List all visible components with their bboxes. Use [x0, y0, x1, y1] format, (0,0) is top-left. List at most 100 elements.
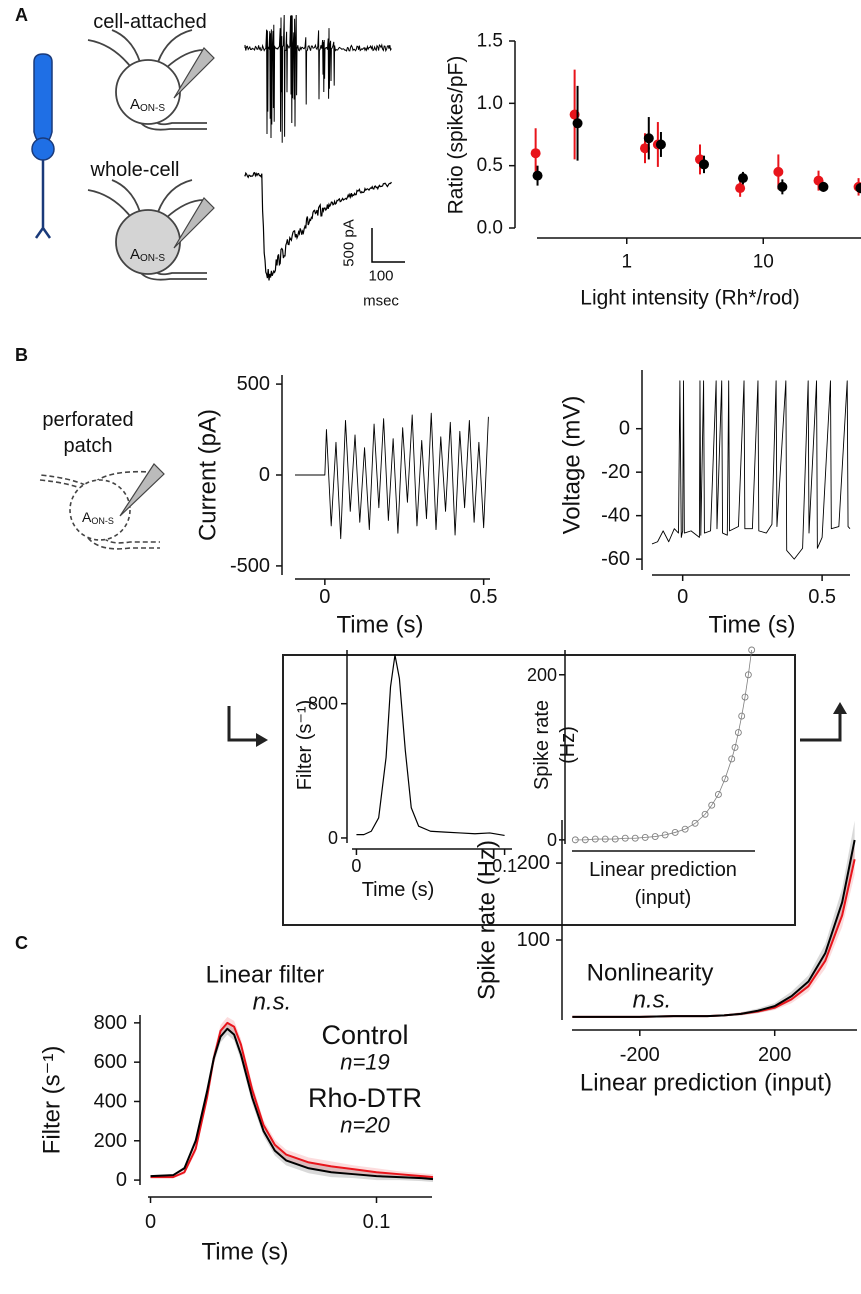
y-tick-label: 200 — [94, 1130, 127, 1152]
x-tick-label: 0 — [677, 586, 688, 608]
y-tick-label: 0 — [259, 464, 270, 486]
annotation: n.s. — [253, 989, 292, 1016]
point — [734, 729, 742, 737]
panel-label: C — [15, 933, 28, 953]
x-axis-label: Light intensity (Rh*/rod) — [580, 287, 799, 310]
pipette — [173, 197, 215, 249]
point — [708, 801, 716, 809]
spike-trace — [244, 14, 392, 143]
legend-n: n=19 — [340, 1050, 390, 1075]
cell-name-main: A — [130, 246, 140, 263]
y-axis-label: Filter (s⁻¹) — [294, 700, 316, 791]
point — [532, 170, 543, 181]
point — [728, 755, 736, 763]
x-axis-label: Time (s) — [201, 1239, 288, 1266]
point — [737, 173, 748, 184]
y-tick-label: -60 — [601, 548, 630, 570]
cell-name: AON-S — [130, 96, 165, 114]
chart-title: Linear filter — [206, 962, 325, 989]
cell-icon — [34, 160, 52, 239]
point — [611, 835, 619, 843]
y-tick-label: 0 — [328, 828, 338, 848]
y-axis-label: Spike rate — [531, 700, 553, 790]
line — [356, 654, 505, 837]
y-tick-label: 0.0 — [477, 218, 503, 239]
arrow-head — [256, 733, 268, 747]
y-axis-label: Spike rate (Hz) — [474, 840, 501, 1000]
x-tick-label: 0.5 — [470, 586, 498, 608]
line — [150, 1021, 434, 1179]
point — [855, 183, 861, 194]
cell-name-sub: ON-S — [91, 516, 114, 526]
line — [150, 1027, 434, 1181]
y-tick-label: 500 — [237, 373, 270, 395]
pipette — [119, 463, 165, 517]
x-axis-label: Linear prediction (input) — [580, 1070, 832, 1097]
line — [651, 380, 851, 560]
y-axis-label: Ratio (spikes/pF) — [445, 56, 468, 215]
cell-name-main: A — [82, 509, 92, 525]
y-tick-label: 600 — [94, 1051, 127, 1073]
x-tick-label: 0 — [351, 856, 361, 876]
y-axis-label: Filter (s⁻¹) — [39, 1046, 66, 1155]
point — [655, 139, 666, 150]
point — [639, 143, 650, 154]
point — [643, 133, 654, 144]
point — [571, 836, 579, 844]
y-axis-label: Voltage (mV) — [559, 396, 586, 535]
label: whole-cell — [90, 159, 180, 181]
fit-line — [575, 649, 753, 841]
point — [773, 166, 784, 177]
y-tick-label: 800 — [94, 1012, 127, 1034]
line — [572, 839, 856, 1018]
point — [601, 835, 609, 843]
x-tick-label: 0.1 — [363, 1211, 391, 1233]
point — [748, 646, 756, 654]
cell-body — [115, 209, 181, 275]
cell-name: AON-S — [82, 509, 114, 526]
point — [621, 834, 629, 842]
y-tick-label: 400 — [94, 1090, 127, 1112]
point — [671, 828, 679, 836]
pipette — [173, 47, 215, 99]
annotation: n.s. — [633, 987, 672, 1014]
y-tick-label: 0.5 — [477, 155, 503, 176]
point — [572, 118, 583, 129]
point — [651, 833, 659, 841]
cell-outline — [39, 470, 160, 550]
x-axis-label: Time (s) — [362, 879, 435, 901]
label: perforated — [42, 409, 133, 431]
current-trace — [244, 171, 392, 281]
panel-label: A — [15, 5, 28, 25]
point — [661, 831, 669, 839]
x-tick-label: 0.1 — [492, 856, 517, 876]
point — [641, 833, 649, 841]
y-axis-label: Current (pA) — [195, 409, 222, 541]
x-axis-label: Time (s) — [336, 612, 423, 639]
point — [738, 712, 746, 720]
y-tick-label: 200 — [527, 665, 557, 685]
chart-title: Nonlinearity — [587, 960, 714, 987]
label: patch — [64, 435, 113, 457]
point — [741, 693, 749, 701]
legend-n: n=20 — [340, 1113, 390, 1138]
y-axis-label: (Hz) — [557, 726, 579, 764]
point — [701, 810, 709, 818]
y-tick-label: 800 — [308, 694, 338, 714]
point — [818, 181, 829, 192]
cell-outline — [87, 179, 207, 281]
point — [699, 159, 710, 170]
panel-label: B — [15, 345, 28, 365]
scale-bar — [371, 228, 405, 263]
cell-body — [69, 479, 131, 541]
point — [721, 775, 729, 783]
x-tick-label: 10 — [753, 252, 774, 273]
scale-label: 500 pA — [341, 219, 358, 267]
point — [591, 835, 599, 843]
x-tick-label: 1 — [621, 252, 632, 273]
point — [691, 819, 699, 827]
point — [714, 791, 722, 798]
y-tick-label: 1.0 — [477, 93, 503, 114]
